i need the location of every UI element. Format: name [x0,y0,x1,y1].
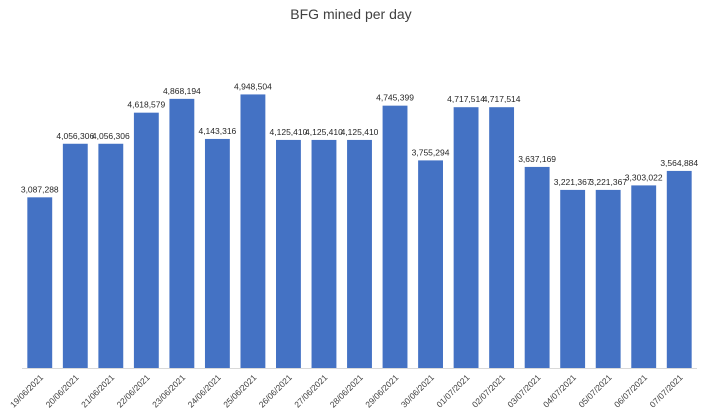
x-tick-label: 26/06/2021 [257,372,294,409]
x-tick-label: 29/06/2021 [363,372,400,409]
x-tick-label: 30/06/2021 [399,372,436,409]
data-label: 4,125,410 [270,127,308,137]
x-tick-label: 04/07/2021 [541,372,578,409]
data-label: 3,221,367 [554,177,592,187]
bar-21/06/2021 [98,143,124,368]
data-label: 4,717,514 [483,94,521,104]
x-tick-label: 27/06/2021 [292,372,329,409]
bar-20/06/2021 [62,143,88,368]
data-label: 4,745,399 [376,93,414,103]
bar-28/06/2021 [347,139,372,368]
bar-04/07/2021 [560,189,586,368]
data-label: 3,221,367 [589,177,627,187]
bar-29/06/2021 [382,105,408,368]
data-label: 3,564,884 [660,158,698,168]
bar-25/06/2021 [240,94,266,369]
x-tick-label: 22/06/2021 [115,372,152,409]
data-label: 3,755,294 [412,147,450,157]
data-label: 4,618,579 [127,100,165,110]
bar-23/06/2021 [169,98,195,369]
bar-01/07/2021 [453,107,479,368]
data-label: 3,087,288 [21,184,59,194]
x-tick-label: 19/06/2021 [8,372,45,409]
data-label: 4,125,410 [305,127,343,137]
bars-group [27,94,692,369]
bar-30/06/2021 [418,160,443,368]
chart-title: BFG mined per day [290,6,411,22]
bar-27/06/2021 [311,139,337,368]
bar-07/07/2021 [666,170,692,368]
bar-24/06/2021 [204,138,230,368]
data-label: 4,125,410 [341,127,379,137]
x-tick-label: 25/06/2021 [221,372,258,409]
data-label: 4,143,316 [198,126,236,136]
x-tick-label: 05/07/2021 [576,372,613,409]
x-tick-label: 06/07/2021 [612,372,649,409]
bar-22/06/2021 [133,112,159,368]
x-tick-label: 03/07/2021 [505,372,542,409]
x-tick-label: 02/07/2021 [470,372,507,409]
data-label: 3,637,169 [518,154,556,164]
data-label: 4,717,514 [447,94,485,104]
bar-03/07/2021 [524,166,550,368]
bar-26/06/2021 [276,139,301,368]
bar-06/07/2021 [631,185,657,368]
x-tick-labels-group: 19/06/202120/06/202121/06/202122/06/2021… [8,372,685,409]
x-tick-label: 23/06/2021 [150,372,187,409]
x-tick-label: 01/07/2021 [434,372,471,409]
data-label: 4,948,504 [234,81,272,91]
data-label: 3,303,022 [625,172,663,182]
bar-05/07/2021 [595,189,621,368]
bar-19/06/2021 [27,197,53,368]
x-tick-label: 20/06/2021 [44,372,81,409]
x-tick-label: 24/06/2021 [186,372,223,409]
data-label: 4,056,306 [56,131,94,141]
bar-02/07/2021 [489,107,515,368]
x-tick-label: 07/07/2021 [647,372,684,409]
data-label: 4,868,194 [163,86,201,96]
x-tick-label: 28/06/2021 [328,372,365,409]
data-label: 4,056,306 [92,131,130,141]
x-tick-label: 21/06/2021 [79,372,116,409]
